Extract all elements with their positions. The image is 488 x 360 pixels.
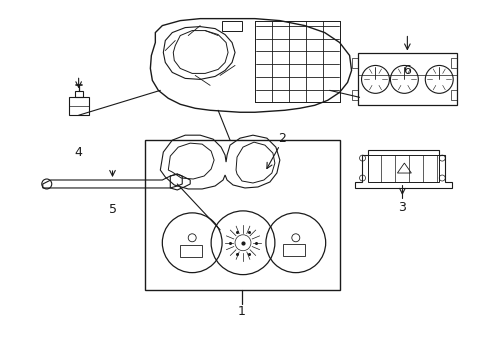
Text: 2: 2: [277, 132, 285, 145]
Bar: [450, 58, 456, 68]
Bar: [351, 58, 357, 68]
Bar: [357, 54, 456, 105]
Bar: [180, 245, 202, 257]
Bar: [75, 91, 82, 97]
Bar: [222, 21, 242, 31]
Text: 4: 4: [75, 145, 82, 159]
Bar: [367, 155, 438, 182]
Bar: [282, 244, 304, 256]
Text: 5: 5: [108, 203, 116, 216]
Bar: [145, 140, 339, 289]
Text: 1: 1: [238, 305, 245, 318]
Text: 6: 6: [403, 64, 410, 77]
Bar: [68, 97, 88, 115]
Bar: [450, 90, 456, 100]
Bar: [351, 90, 357, 100]
Text: 3: 3: [398, 201, 406, 215]
